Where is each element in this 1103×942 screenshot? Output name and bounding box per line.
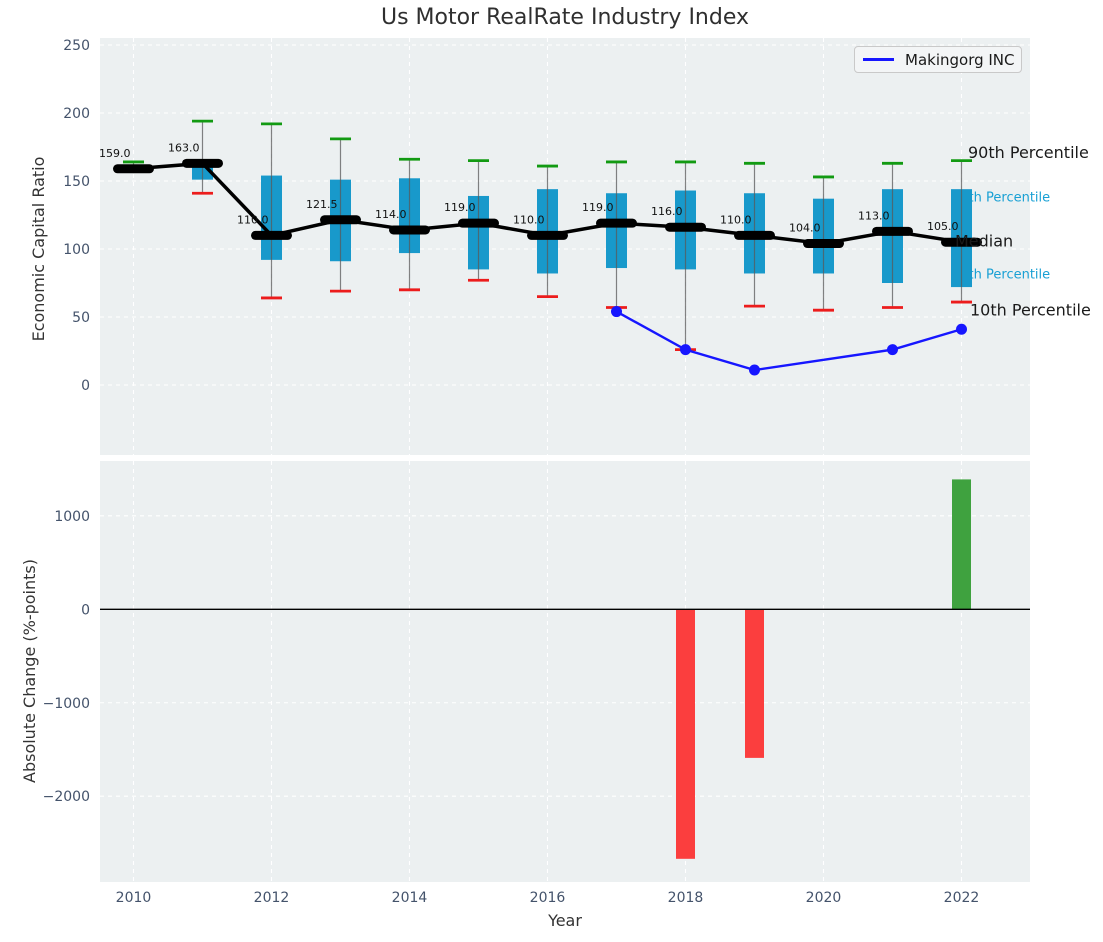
median-value-label: 114.0 [375,208,407,221]
x-tick-label: 2022 [944,890,980,906]
top-y-axis-label: Economic Capital Ratio [29,156,48,342]
median-value-label: 110.0 [237,213,269,226]
bar-2019 [745,609,764,758]
bottom-y-tick-label: 1000 [54,509,90,525]
x-tick-label: 2012 [254,890,290,906]
top-y-tick-label: 50 [72,310,90,326]
bottom-y-tick-label: −1000 [43,696,90,712]
x-tick-label: 2018 [668,890,704,906]
annotation-p75: 75th Percentile [952,191,1050,206]
legend-label: Makingorg INC [905,50,1015,69]
company-point-2021 [887,344,898,356]
median-value-label: 110.0 [720,213,752,226]
median-value-label: 113.0 [858,209,890,222]
x-tick-label: 2010 [116,890,152,906]
bottom-plot-area [100,461,1030,882]
annotation-p25: 25th Percentile [952,268,1050,283]
annotation-p10: 10th Percentile [970,301,1091,320]
chart-title: Us Motor RealRate Industry Index [380,5,750,30]
annotation-median: Median [955,232,1013,251]
bottom-y-tick-label: −2000 [43,789,90,805]
median-value-label: 121.5 [306,198,338,211]
median-value-label: 163.0 [168,141,200,154]
median-value-label: 105.0 [927,220,959,233]
bottom-y-tick-label: 0 [81,602,90,618]
legend-line-icon [863,58,894,61]
median-value-label: 116.0 [651,205,683,218]
median-value-label: 159.0 [99,147,131,160]
median-value-label: 110.0 [513,213,545,226]
annotation-p90: 90th Percentile [968,143,1089,162]
median-value-label: 119.0 [444,201,476,214]
legend: Makingorg INC [854,46,1022,73]
bottom-y-axis-label: Absolute Change (%-points) [20,559,39,783]
median-value-label: 104.0 [789,222,821,235]
bar-2022 [952,479,971,610]
top-y-tick-label: 100 [63,242,90,258]
median-value-label: 119.0 [582,201,614,214]
top-y-tick-label: 150 [63,174,90,190]
x-tick-label: 2014 [392,890,428,906]
top-y-tick-label: 200 [63,106,90,122]
company-point-2018 [680,344,691,356]
x-tick-label: 2020 [806,890,842,906]
x-axis-label: Year [548,911,582,930]
top-y-tick-label: 250 [63,38,90,54]
bar-2018 [676,609,695,859]
company-point-2019 [749,364,760,376]
company-point-2017 [611,306,622,318]
x-tick-label: 2016 [530,890,566,906]
company-point-2022 [956,323,967,335]
top-y-tick-label: 0 [81,378,90,394]
